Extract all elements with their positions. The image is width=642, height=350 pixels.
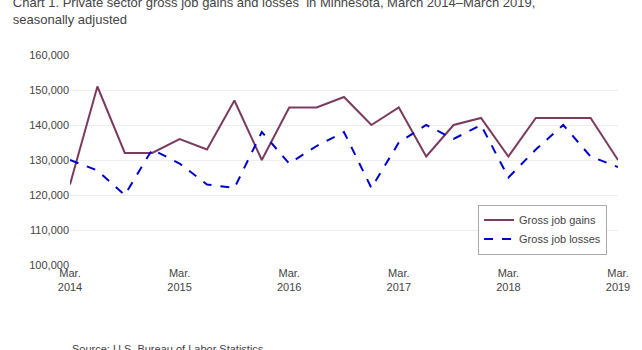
svg-text:Mar.2019: Mar.2019 bbox=[606, 267, 630, 293]
svg-text:Mar.2016: Mar.2016 bbox=[277, 267, 301, 293]
svg-text:Mar.2015: Mar.2015 bbox=[167, 267, 191, 293]
svg-text:140,000: 140,000 bbox=[29, 119, 69, 131]
svg-text:100,000: 100,000 bbox=[29, 259, 69, 271]
svg-text:Chart 1. Private sector gross: Chart 1. Private sector gross job gains … bbox=[13, 0, 535, 27]
svg-text:Mar.2014: Mar.2014 bbox=[58, 267, 82, 293]
svg-text:Gross job losses: Gross job losses bbox=[519, 233, 601, 245]
svg-text:Mar.2017: Mar.2017 bbox=[387, 267, 411, 293]
svg-text:120,000: 120,000 bbox=[29, 189, 69, 201]
svg-text:Mar.2018: Mar.2018 bbox=[496, 267, 520, 293]
svg-text:150,000: 150,000 bbox=[29, 84, 69, 96]
svg-text:130,000: 130,000 bbox=[29, 154, 69, 166]
svg-text:160,000: 160,000 bbox=[29, 49, 69, 61]
svg-text:Gross job gains: Gross job gains bbox=[519, 214, 596, 226]
svg-text:110,000: 110,000 bbox=[30, 224, 69, 236]
svg-text:Source: U.S. Bureau of Labor S: Source: U.S. Bureau of Labor Statistics. bbox=[72, 343, 266, 350]
